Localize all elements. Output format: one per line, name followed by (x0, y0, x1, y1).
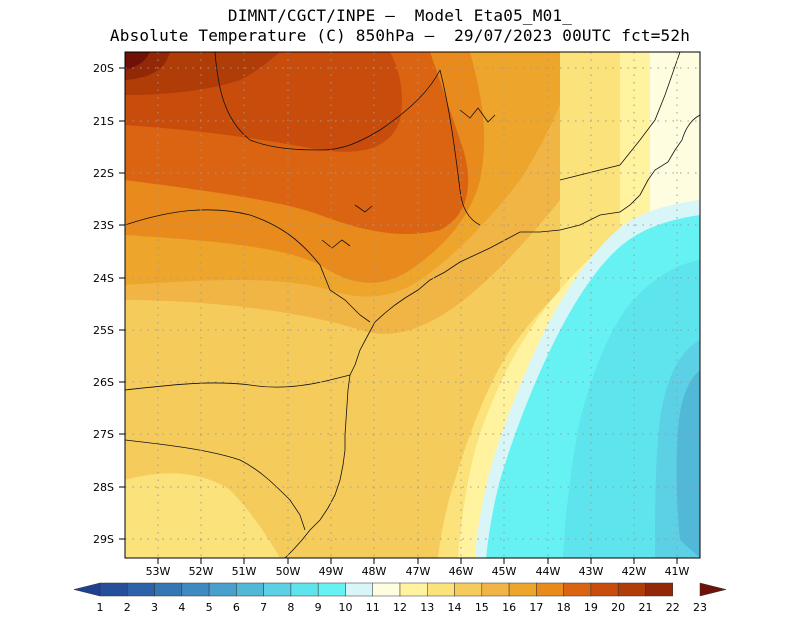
colorbar-swatch (427, 582, 455, 597)
lon-label: 53W (146, 565, 171, 578)
colorbar-swatch (617, 582, 646, 597)
colorbar-swatch (236, 582, 264, 597)
lat-label: 22S (93, 167, 114, 180)
colorbar-swatch (73, 582, 101, 597)
colorbar-label: 11 (366, 601, 380, 614)
map-title-line1: DIMNT/CGCT/INPE – Model Eta05_M01_ (227, 6, 573, 25)
border-minas (439, 69, 481, 226)
colorbar-label: 23 (693, 601, 707, 614)
lat-label: 26S (93, 376, 114, 389)
temperature-field (125, 52, 700, 558)
colorbar-label: 9 (315, 601, 322, 614)
colorbar-label: 20 (611, 601, 625, 614)
lon-label: 41W (665, 565, 690, 578)
lon-label: 50W (276, 565, 301, 578)
colorbar-swatch (317, 582, 346, 597)
lon-label: 49W (319, 565, 344, 578)
colorbar-swatch (181, 582, 210, 597)
border-parana-north (125, 209, 371, 323)
colorbar-label: 21 (638, 601, 652, 614)
lat-label: 25S (93, 324, 114, 337)
border-rio (559, 52, 681, 181)
map-title-line2: Absolute Temperature (C) 850hPa – 29/07/… (109, 26, 691, 45)
colorbar-label: 8 (287, 601, 294, 614)
lon-label: 51W (232, 565, 257, 578)
colorbar: 1 2 3 4 5 6 7 8 9 10 11 12 13 14 15 16 17 18 19 20 21 22 23 (73, 582, 727, 614)
field-band-23 (125, 52, 150, 70)
colorbar-swatch (208, 582, 237, 597)
colorbar-swatch (345, 582, 373, 597)
lon-label: 46W (449, 565, 474, 578)
colorbar-swatch (372, 582, 401, 597)
colorbar-label: 18 (557, 601, 571, 614)
lon-label: 45W (492, 565, 517, 578)
colorbar-label: 3 (151, 601, 158, 614)
colorbar-swatch (699, 582, 727, 597)
lat-label: 21S (93, 115, 114, 128)
colorbar-label: 17 (529, 601, 543, 614)
colorbar-label: 22 (666, 601, 680, 614)
lat-label: 29S (93, 533, 114, 546)
field-band-14 (125, 473, 280, 558)
colorbar-swatch (590, 582, 619, 597)
latitude-labels: 20S 21S 22S 23S 24S 25S 26S 27S 28S 29S (93, 62, 114, 546)
map-frame (124, 51, 701, 559)
colorbar-swatch (454, 582, 483, 597)
reservoir-1 (459, 107, 496, 123)
colorbar-swatch (154, 582, 183, 597)
colorbar-swatch (563, 582, 592, 597)
colorbar-label: 2 (124, 601, 131, 614)
colorbar-label: 16 (502, 601, 516, 614)
lon-label: 43W (579, 565, 604, 578)
colorbar-label: 10 (338, 601, 352, 614)
colorbar-label: 14 (448, 601, 462, 614)
colorbar-label: 5 (206, 601, 213, 614)
axis-ticks (119, 67, 678, 564)
lat-label: 20S (93, 62, 114, 75)
lat-label: 28S (93, 481, 114, 494)
colorbar-swatch (645, 582, 673, 597)
lon-label: 47W (406, 565, 431, 578)
colorbar-label: 15 (475, 601, 489, 614)
coastline (284, 114, 700, 558)
colorbar-label: 12 (393, 601, 407, 614)
colorbar-swatch (127, 582, 155, 597)
lon-label: 52W (189, 565, 214, 578)
lon-label: 42W (622, 565, 647, 578)
lat-label: 27S (93, 428, 114, 441)
lon-label: 44W (536, 565, 561, 578)
colorbar-swatch (481, 582, 510, 597)
colorbar-swatch (290, 582, 319, 597)
reservoir-3 (321, 239, 351, 249)
colorbar-label: 13 (420, 601, 434, 614)
colorbar-swatch (263, 582, 292, 597)
colorbar-swatch (536, 582, 564, 597)
lon-label: 48W (362, 565, 387, 578)
border-rio-grande (125, 439, 306, 531)
colorbar-label: 6 (233, 601, 240, 614)
reservoir-2 (354, 204, 373, 213)
colorbar-swatch (399, 582, 428, 597)
longitude-labels: 53W 52W 51W 50W 49W 48W 47W 46W 45W 44W … (146, 565, 690, 578)
coastline-and-borders (125, 52, 700, 558)
colorbar-swatch (99, 582, 128, 597)
colorbar-label: 19 (584, 601, 598, 614)
border-sao-paulo (214, 52, 441, 151)
colorbar-label: 7 (260, 601, 267, 614)
lat-label: 23S (93, 219, 114, 232)
colorbar-label: 1 (97, 601, 104, 614)
colorbar-label: 4 (178, 601, 185, 614)
colorbar-swatch (508, 582, 537, 597)
field-band-7 (676, 370, 700, 558)
lat-label: 24S (93, 272, 114, 285)
border-santa-catarina (125, 374, 351, 391)
